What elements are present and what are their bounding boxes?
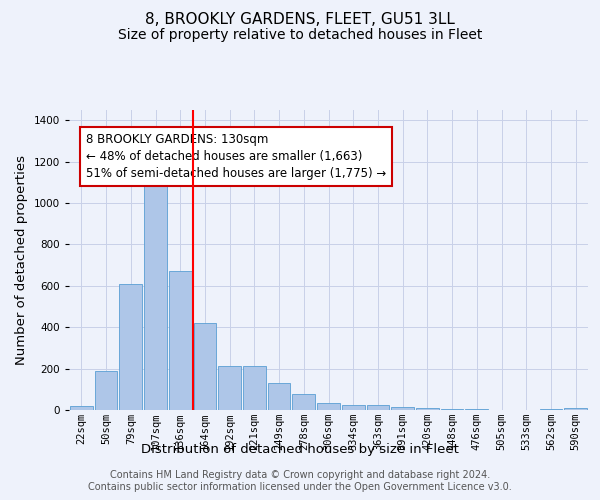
Bar	[194, 323, 216, 410]
Bar	[367, 405, 389, 410]
Bar	[466, 409, 488, 410]
Bar	[564, 408, 587, 410]
Text: Size of property relative to detached houses in Fleet: Size of property relative to detached ho…	[118, 28, 482, 42]
Text: Contains public sector information licensed under the Open Government Licence v3: Contains public sector information licen…	[88, 482, 512, 492]
Bar	[119, 284, 142, 410]
Bar	[169, 272, 191, 410]
Text: 8 BROOKLY GARDENS: 130sqm
← 48% of detached houses are smaller (1,663)
51% of se: 8 BROOKLY GARDENS: 130sqm ← 48% of detac…	[86, 133, 386, 180]
Bar	[70, 406, 93, 410]
Text: Distribution of detached houses by size in Fleet: Distribution of detached houses by size …	[141, 442, 459, 456]
Bar	[144, 178, 167, 410]
Bar	[317, 403, 340, 410]
Bar	[95, 370, 118, 410]
Bar	[539, 409, 562, 410]
Bar	[416, 408, 439, 410]
Bar	[391, 407, 414, 410]
Bar	[441, 409, 463, 410]
Bar	[342, 405, 365, 410]
Bar	[292, 394, 315, 410]
Bar	[268, 383, 290, 410]
Bar	[218, 366, 241, 410]
Text: Contains HM Land Registry data © Crown copyright and database right 2024.: Contains HM Land Registry data © Crown c…	[110, 470, 490, 480]
Y-axis label: Number of detached properties: Number of detached properties	[15, 155, 28, 365]
Bar	[243, 366, 266, 410]
Text: 8, BROOKLY GARDENS, FLEET, GU51 3LL: 8, BROOKLY GARDENS, FLEET, GU51 3LL	[145, 12, 455, 28]
